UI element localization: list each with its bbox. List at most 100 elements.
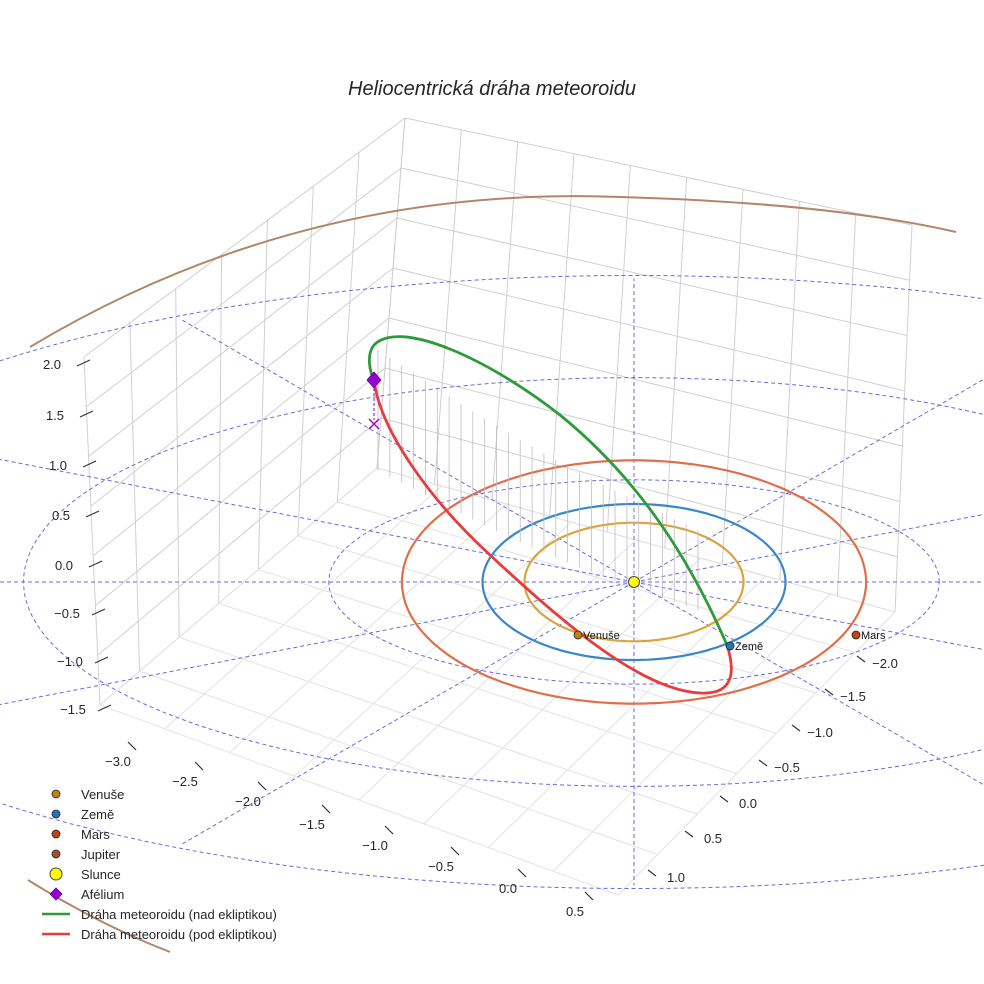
x-tick-mark xyxy=(321,804,331,814)
x-tick-mark xyxy=(384,825,394,835)
ecliptic-radial-line xyxy=(0,458,635,583)
grid-line xyxy=(396,217,908,337)
y-tick-mark xyxy=(758,759,768,767)
z-tick-mark xyxy=(76,359,91,367)
planet-label-Mars: Mars xyxy=(861,630,886,642)
floor-grid-line xyxy=(552,593,831,872)
z-tick-mark xyxy=(82,460,97,468)
legend-label-2: Mars xyxy=(81,827,110,842)
grid-line xyxy=(83,356,101,706)
planet-marker-Země xyxy=(725,641,735,651)
x-tick-mark xyxy=(127,741,137,751)
grid-line xyxy=(404,117,913,226)
z-tick-label: 1.0 xyxy=(49,458,67,473)
z-tick-label: 1.5 xyxy=(46,408,64,423)
grid-line xyxy=(83,117,406,358)
grid-line xyxy=(88,217,398,457)
y-tick-label: 1.0 xyxy=(667,870,685,885)
x-tick-label: −0.5 xyxy=(428,859,454,874)
z-tick-label: −1.0 xyxy=(57,654,83,669)
floor-grid-line xyxy=(337,501,856,653)
floor-grid-line xyxy=(258,569,777,734)
floor-grid-line xyxy=(376,467,896,613)
meteoroid-projection-lines xyxy=(377,350,699,611)
grid-line xyxy=(549,153,575,517)
grid-line xyxy=(388,317,903,447)
planet-label-Venuše: Venuše xyxy=(583,630,620,642)
grid-line xyxy=(257,220,268,570)
legend-label-0: Venuše xyxy=(81,787,124,802)
legend-marker-0 xyxy=(51,789,61,799)
orbit-Mars xyxy=(400,459,868,705)
grid-line xyxy=(218,254,223,604)
y-tick-label: −0.5 xyxy=(774,760,800,775)
grid-line xyxy=(836,213,857,597)
legend-marker-4 xyxy=(49,867,63,881)
legend-label-5: Afélium xyxy=(81,887,124,902)
floor-grid-line xyxy=(164,485,443,730)
orbit-Venuše xyxy=(523,521,745,643)
meteoroid-orbit-above xyxy=(368,335,729,646)
grid-line xyxy=(400,167,910,281)
legend: Venuše Země Mars Jupiter Slunce Afélium Dráha … xyxy=(42,787,277,942)
aphelion-projection-marker xyxy=(368,418,380,430)
legend-marker-3 xyxy=(51,849,61,859)
ecliptic-radial-line xyxy=(633,581,984,651)
x-tick-label: −1.0 xyxy=(362,838,388,853)
orbit-Země xyxy=(481,502,787,662)
legend-marker-2 xyxy=(51,829,61,839)
floor-grid-line xyxy=(99,467,378,706)
floor-grid-line xyxy=(617,611,896,896)
y-tick-label: 0.0 xyxy=(739,796,757,811)
chart-title: Heliocentrická dráha meteoroidu xyxy=(348,78,636,100)
floor-grid-line xyxy=(178,636,698,815)
x-tick-mark xyxy=(194,761,204,771)
z-tick-label: 0.5 xyxy=(52,508,70,523)
x-tick-mark xyxy=(450,846,460,856)
z-tick-label: 2.0 xyxy=(43,357,61,372)
x-tick-label: 0.5 xyxy=(566,904,584,919)
orbit-Jupiter-back xyxy=(29,195,957,348)
floor-grid-line xyxy=(139,670,658,856)
legend-label-3: Jupiter xyxy=(81,847,121,862)
x-tick-label: −3.0 xyxy=(105,754,131,769)
ecliptic-radial-line xyxy=(0,581,635,706)
grid-line xyxy=(85,167,402,408)
x-tick-mark xyxy=(584,891,594,901)
floor-grid-line xyxy=(99,704,619,896)
y-tick-label: 0.5 xyxy=(704,831,722,846)
grid-line xyxy=(336,152,360,502)
legend-label-4: Slunce xyxy=(81,867,121,882)
floor-grid-line xyxy=(423,557,702,825)
grid-line xyxy=(392,267,905,392)
floor-grid-line xyxy=(488,575,766,848)
legend-label-7: Dráha meteoroidu (pod ekliptikou) xyxy=(81,927,277,942)
x-tick-label: −2.5 xyxy=(172,774,198,789)
z-tick-mark xyxy=(79,410,94,418)
y-tick-label: −1.0 xyxy=(807,725,833,740)
grid-line xyxy=(606,165,631,533)
x-tick-label: −2.0 xyxy=(235,794,261,809)
z-tick-label: 0.0 xyxy=(55,558,73,573)
y-tick-mark xyxy=(856,655,866,663)
legend-label-1: Země xyxy=(81,807,114,822)
planet-marker-Mars xyxy=(851,630,861,640)
legend-label-6: Dráha meteoroidu (nad ekliptikou) xyxy=(81,907,277,922)
grid-line xyxy=(434,129,462,485)
x-tick-mark xyxy=(517,868,527,878)
floor-grid-line xyxy=(293,521,572,777)
planet-label-Země: Země xyxy=(735,641,763,653)
y-tick-mark xyxy=(791,724,801,732)
grid-line xyxy=(384,367,900,502)
floor-grid-line xyxy=(229,503,507,753)
z-tick-label: −1.5 xyxy=(60,702,86,717)
grid-line xyxy=(779,201,800,581)
grid-line xyxy=(380,417,898,558)
grid-line xyxy=(721,189,744,565)
orbit-Jupiter-front xyxy=(27,879,171,953)
legend-marker-5 xyxy=(49,887,63,901)
y-tick-mark xyxy=(719,795,729,803)
z-tick-mark xyxy=(85,510,100,518)
floor-grid-line xyxy=(218,602,737,775)
